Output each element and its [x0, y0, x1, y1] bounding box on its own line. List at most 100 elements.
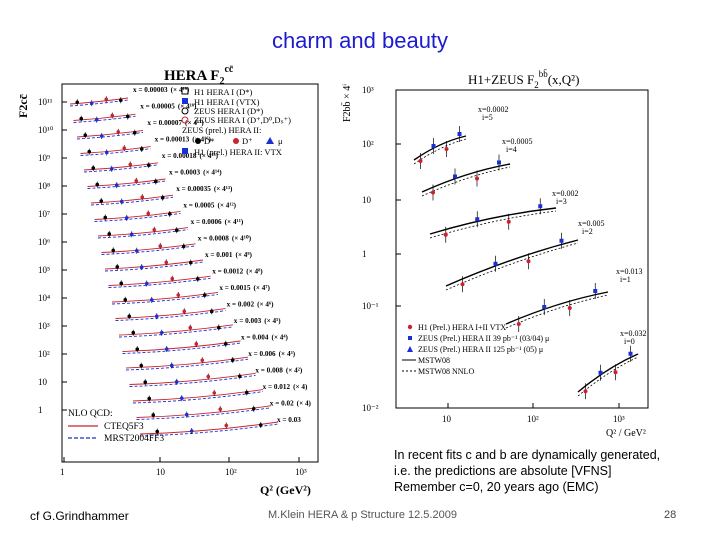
right-y-tick-label: 10⁻¹ — [362, 301, 379, 311]
mrst-curve — [80, 148, 151, 156]
data-point — [526, 259, 531, 264]
left-y-tick-label: 10⁹ — [38, 153, 50, 163]
cteq-curve — [115, 308, 226, 319]
mrst-curve — [118, 326, 234, 338]
data-point — [111, 248, 116, 253]
left-x-tick-label: 10³ — [295, 467, 307, 477]
right-legend-zeus-0304: ZEUS (Prel.) HERA II 39 pb⁻¹ (03/04) μ — [418, 334, 549, 343]
mrst-curve — [122, 342, 241, 354]
data-point — [124, 216, 129, 220]
data-point — [444, 147, 449, 151]
left-bin-label: x = 0.0015 (× 4⁷) — [219, 284, 270, 292]
right-x-tick-label: 10³ — [613, 414, 625, 424]
cteq-curve — [73, 113, 136, 121]
data-point — [107, 232, 112, 236]
left-nlo-legend: NLO QCD: CTEQ5F3 MRST2004FF3 — [68, 409, 164, 444]
data-point — [104, 150, 109, 155]
data-point — [118, 98, 123, 103]
data-point — [152, 227, 157, 232]
cteq-curve — [90, 194, 174, 204]
data-point — [230, 358, 235, 362]
mstw08-nnlo-curve — [413, 138, 467, 165]
right-mstw-curves — [413, 135, 639, 397]
left-y-tick-label: 10¹⁰ — [38, 125, 54, 135]
right-bin-x-label: x=0.0002 — [478, 105, 509, 114]
data-point — [134, 179, 139, 183]
left-bin-label: x = 0.008 (× 4²) — [255, 367, 303, 375]
cteq-curve — [108, 275, 211, 286]
data-point — [179, 396, 184, 401]
mrst-curve — [83, 164, 159, 173]
left-data-points — [75, 96, 263, 435]
note-text: In recent fits c and b are dynamically g… — [394, 447, 684, 495]
cteq-curve — [94, 210, 181, 220]
data-point — [457, 132, 462, 136]
data-point — [164, 347, 169, 351]
right-figure-plot: H1+ZEUS F2bb̄(x,Q²) F2bb̄ × 4ⁱ 10⁻²10⁻¹1… — [338, 62, 660, 447]
data-point — [115, 265, 120, 269]
data-point — [169, 363, 174, 368]
left-bin-label: x = 0.00035 (× 4¹³) — [176, 185, 233, 193]
left-bin-label: x = 0.00018 (× 4¹⁵) — [162, 152, 219, 160]
left-figure-title: HERA F2cc̄ — [164, 64, 234, 87]
mstw08-nnlo-curve — [429, 210, 557, 239]
data-point — [258, 423, 263, 427]
cteq-curve — [111, 291, 219, 303]
left-bin-label: x = 0.0008 (× 4¹⁰) — [198, 235, 252, 243]
legend-zeus-hera2-dplus: D⁺ — [242, 136, 253, 146]
data-point — [122, 146, 127, 150]
data-point — [194, 342, 199, 346]
cteq-curve — [83, 162, 159, 171]
data-point — [91, 166, 96, 170]
left-y-tick-label: 10³ — [38, 321, 50, 331]
left-bin-label: x = 0.00013 (× 4¹⁶) — [155, 136, 212, 144]
data-point — [431, 144, 436, 148]
left-y-tick-label: 10⁶ — [38, 237, 50, 247]
data-point — [189, 429, 194, 433]
data-point — [516, 322, 521, 326]
cteq-curve — [87, 178, 166, 187]
right-y-tick-label: 10³ — [362, 85, 374, 95]
data-point — [170, 276, 175, 281]
left-bin-label: x = 0.02 (× 4) — [270, 400, 312, 408]
cteq-curve — [139, 421, 279, 435]
data-point — [212, 391, 217, 395]
data-point — [95, 182, 100, 187]
data-point — [158, 244, 163, 248]
cteq-curve — [122, 340, 241, 352]
data-point — [79, 116, 84, 121]
data-point — [202, 293, 207, 297]
mrst-curve — [111, 293, 219, 305]
right-legend-mstw08: MSTW08 — [418, 356, 450, 365]
data-point — [251, 406, 256, 411]
left-bin-label: x = 0.0005 (× 4¹²) — [183, 202, 236, 210]
nlo-item-mrst: MRST2004FF3 — [104, 434, 164, 444]
right-legend-zeus-05: ZEUS (Prel.) HERA II 125 pb⁻¹ (05) μ — [418, 345, 543, 354]
mrst-curve — [101, 245, 196, 255]
cteq-curve — [69, 97, 129, 105]
data-point — [188, 260, 193, 265]
cteq-curve — [118, 324, 234, 336]
right-bin-i-label: i=1 — [620, 275, 631, 284]
data-point — [542, 305, 547, 309]
mrst-curve — [87, 180, 166, 189]
data-point — [567, 306, 572, 310]
right-bin-i-label: i=3 — [556, 197, 567, 206]
right-legend: H1 (Prel.) HERA I+II VTX ZEUS (Prel.) HE… — [402, 323, 549, 376]
right-bin-x-label: x=0.005 — [578, 219, 605, 228]
left-x-tick-label: 10 — [156, 467, 166, 477]
left-x-tick-label: 10² — [225, 467, 237, 477]
right-x-tick-label: 10 — [442, 414, 452, 424]
page-number: 28 — [664, 509, 677, 521]
right-x-ticks: 10 10² 10³ — [442, 403, 625, 424]
cteq-curve — [76, 129, 144, 138]
mstw08-curve — [445, 239, 579, 287]
data-point — [195, 277, 200, 281]
left-xlabel: Q² (GeV²) — [260, 483, 311, 497]
right-bin-i-label: i=0 — [624, 337, 635, 346]
data-point — [151, 413, 156, 417]
nlo-item-cteq: CTEQ5F3 — [104, 422, 144, 432]
data-point — [135, 347, 140, 351]
data-point — [75, 100, 80, 105]
data-point — [155, 429, 160, 434]
